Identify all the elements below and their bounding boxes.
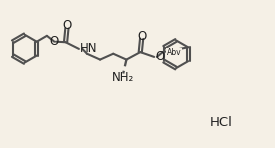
Text: HCl: HCl <box>210 116 232 129</box>
Text: O: O <box>62 19 72 32</box>
Text: Abv: Abv <box>167 48 181 57</box>
Text: HN: HN <box>80 42 97 55</box>
Text: NH₂: NH₂ <box>112 71 134 84</box>
Text: O: O <box>137 30 146 43</box>
Text: O: O <box>50 35 59 48</box>
Text: O: O <box>155 50 164 63</box>
